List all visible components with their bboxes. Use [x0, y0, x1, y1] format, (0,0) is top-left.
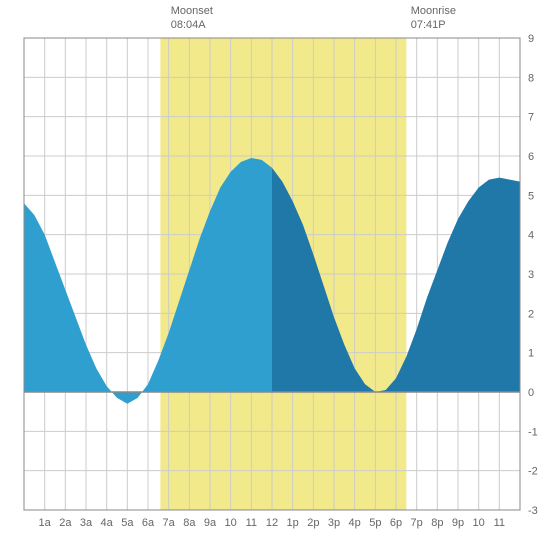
y-tick-label: 5	[528, 190, 534, 202]
x-tick-label: 1a	[39, 517, 52, 529]
moonset-time: 08:04A	[171, 18, 213, 32]
x-tick-label: 11	[246, 517, 257, 529]
y-tick-label: -3	[528, 505, 538, 517]
y-tick-label: 3	[528, 269, 534, 281]
moonset-label: Moonset	[171, 4, 213, 18]
y-tick-label: 0	[528, 387, 534, 399]
x-tick-label: 10	[473, 517, 485, 529]
y-tick-label: 1	[528, 348, 534, 360]
y-tick-label: 2	[528, 308, 534, 320]
x-tick-label: 2p	[307, 517, 319, 529]
x-tick-label: 4p	[349, 517, 361, 529]
x-tick-label: 9p	[452, 517, 464, 529]
x-tick-label: 2a	[59, 517, 72, 529]
x-tick-label: 6a	[142, 517, 155, 529]
x-tick-label: 7a	[163, 517, 176, 529]
moonrise-label: Moonrise	[411, 4, 456, 18]
x-tick-label: 5p	[369, 517, 381, 529]
x-tick-label: 10	[225, 517, 237, 529]
moonrise-time: 07:41P	[411, 18, 456, 32]
x-tick-label: 3p	[328, 517, 340, 529]
x-tick-label: 4a	[101, 517, 114, 529]
x-tick-label: 3a	[80, 517, 93, 529]
x-tick-label: 1p	[287, 517, 299, 529]
y-tick-label: -2	[528, 466, 538, 478]
y-tick-label: 7	[528, 112, 534, 124]
x-tick-label: 9a	[204, 517, 217, 529]
y-tick-label: 6	[528, 151, 534, 163]
moonset-annotation: Moonset 08:04A	[171, 4, 213, 33]
tide-chart: Moonset 08:04A Moonrise 07:41P 1a2a3a4a5…	[0, 0, 550, 550]
y-tick-label: 8	[528, 72, 534, 84]
y-tick-label: -1	[528, 426, 538, 438]
x-tick-label: 5a	[121, 517, 134, 529]
x-tick-label: 7p	[411, 517, 423, 529]
chart-svg: 1a2a3a4a5a6a7a8a9a1011121p2p3p4p5p6p7p8p…	[0, 0, 550, 550]
moonrise-annotation: Moonrise 07:41P	[411, 4, 456, 33]
x-tick-label: 8a	[183, 517, 196, 529]
x-tick-label: 6p	[390, 517, 402, 529]
x-tick-label: 8p	[431, 517, 443, 529]
y-tick-label: 9	[528, 33, 534, 45]
x-tick-label: 11	[494, 517, 505, 529]
x-tick-label: 12	[266, 517, 278, 529]
y-tick-label: 4	[528, 230, 534, 242]
